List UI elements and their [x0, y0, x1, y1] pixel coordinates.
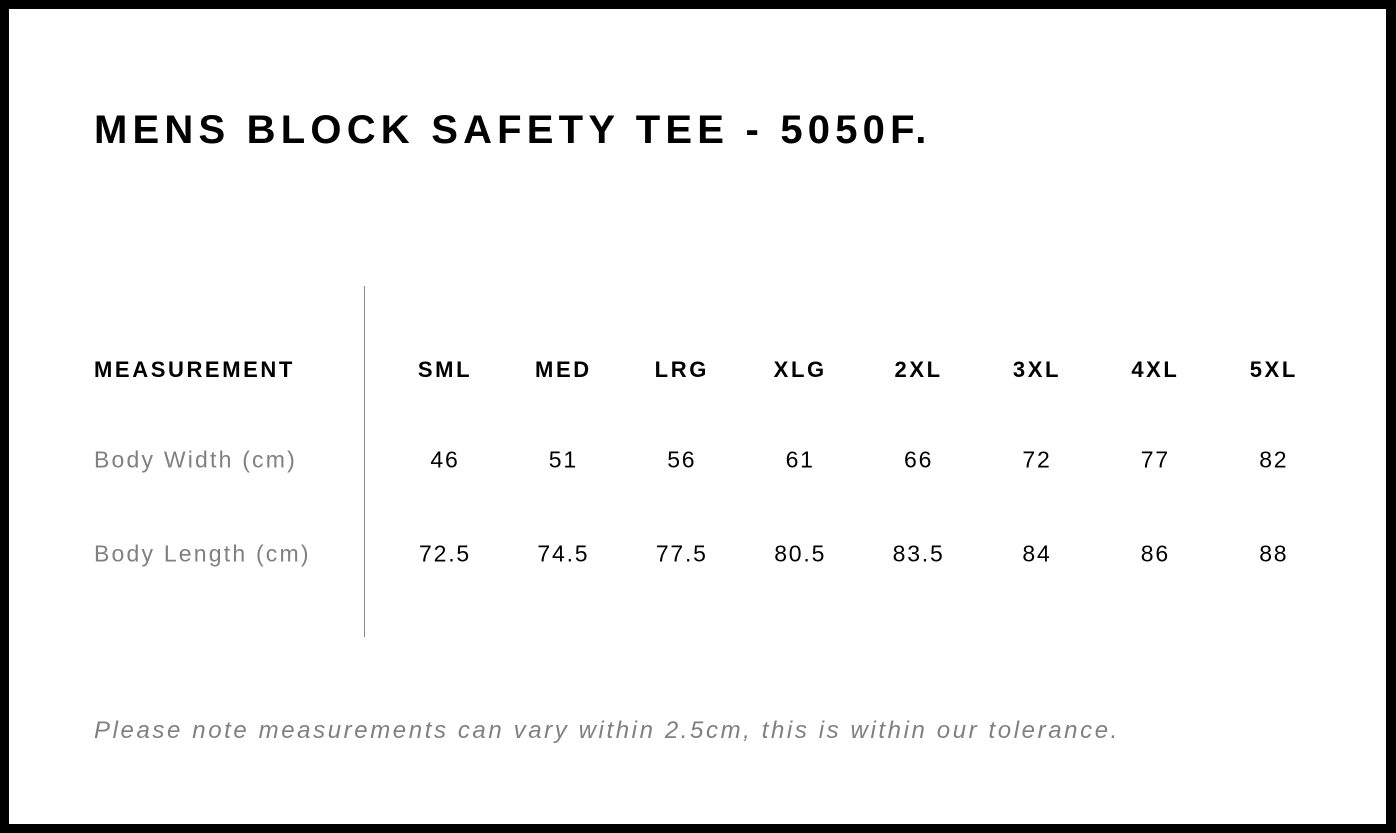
table-cell: 88	[1259, 540, 1289, 567]
table-cell: 80.5	[774, 540, 827, 567]
table-cell: 46	[430, 446, 460, 473]
size-chart-card: MENS BLOCK SAFETY TEE - 5050F. MEASUREME…	[9, 9, 1386, 824]
table-cell: 74.5	[537, 540, 590, 567]
column-divider	[364, 286, 365, 637]
table-cell: 66	[904, 446, 934, 473]
table-cell: 77	[1140, 446, 1170, 473]
table-cell: 56	[667, 446, 697, 473]
size-header: 3XL	[1012, 357, 1062, 382]
table-cell: 61	[785, 446, 815, 473]
size-header: 2XL	[894, 357, 943, 382]
size-header: 4XL	[1131, 357, 1180, 382]
row-label-body-length: Body Length (cm)	[94, 540, 311, 567]
size-header: SML	[417, 357, 473, 382]
table-cell: 77.5	[655, 540, 708, 567]
size-header: XLG	[773, 357, 827, 382]
table-cell: 51	[548, 446, 578, 473]
tolerance-note: Please note measurements can vary within…	[94, 717, 1120, 744]
table-cell: 84	[1022, 540, 1052, 567]
size-header: MED	[535, 357, 592, 382]
table-cell: 72	[1022, 446, 1052, 473]
size-header: 5XL	[1249, 357, 1298, 382]
measurement-header: MEASUREMENT	[94, 357, 295, 382]
table-cell: 86	[1140, 540, 1170, 567]
page-title: MENS BLOCK SAFETY TEE - 5050F.	[94, 108, 932, 152]
table-cell: 83.5	[892, 540, 945, 567]
table-cell: 82	[1259, 446, 1289, 473]
row-label-body-width: Body Width (cm)	[94, 446, 297, 473]
table-cell: 72.5	[419, 540, 471, 567]
size-header: LRG	[654, 357, 709, 382]
